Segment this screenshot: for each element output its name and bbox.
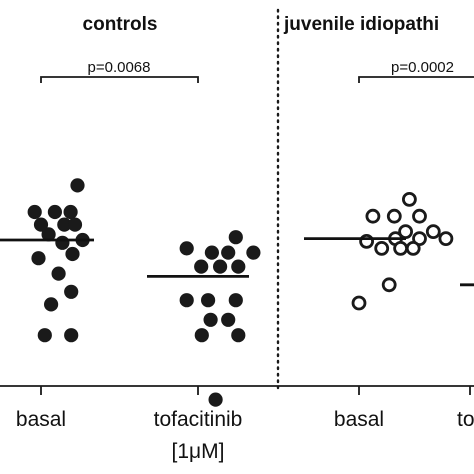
data-point-open [386, 208, 402, 224]
data-point-filled [33, 217, 49, 232]
data-point-filled [47, 204, 63, 220]
data-point-filled [63, 204, 78, 220]
group-title-controls: controls [83, 14, 158, 35]
data-point-filled [44, 297, 59, 312]
data-point-open [374, 240, 390, 256]
group-title-text: juvenile idiopathi [283, 14, 439, 35]
data-point-filled [27, 204, 42, 220]
x-tick-basal-controls: basal [16, 386, 66, 431]
series-4 [460, 283, 474, 287]
data-point-open [351, 295, 367, 311]
group-title-text: controls [83, 14, 158, 35]
x-tick-tofacitinib-controls: tofacitinib [1μM] [154, 386, 243, 463]
data-point-filled [246, 245, 261, 260]
data-point-filled [194, 328, 209, 343]
data-point-filled [221, 312, 236, 327]
x-tick-label: to [457, 408, 474, 431]
data-point-filled [231, 259, 246, 274]
data-point-open [381, 277, 397, 293]
series-2 [147, 230, 261, 407]
data-point-filled [64, 328, 79, 343]
data-marks [0, 178, 474, 407]
data-point-open [405, 240, 421, 256]
data-point-open [438, 231, 454, 247]
data-point-open [393, 240, 409, 256]
data-point-filled [221, 245, 236, 260]
series-1 [0, 178, 94, 343]
x-tick-sublabel: [1μM] [172, 440, 225, 463]
data-point-open [412, 208, 427, 224]
x-tick-tofacitinib-jia: to [457, 386, 474, 431]
data-point-filled [213, 259, 228, 274]
data-point-filled [55, 235, 70, 250]
x-tick-basal-jia: basal [334, 386, 384, 431]
p-value-label: p=0.0068 [88, 59, 151, 76]
data-point-filled [67, 217, 83, 232]
significance-bracket-jia: p=0.0002 [358, 59, 474, 83]
data-point-filled [31, 251, 46, 266]
data-point-filled [179, 293, 194, 308]
data-point-filled [37, 328, 52, 343]
data-point-filled [201, 293, 216, 308]
data-point-filled [204, 245, 219, 260]
data-point-filled [70, 178, 85, 193]
data-point-open [425, 224, 441, 240]
data-point-filled [179, 241, 194, 256]
data-point-filled [194, 259, 209, 274]
series-3 [304, 191, 454, 311]
x-tick-label: basal [334, 408, 384, 431]
data-point-filled [208, 392, 223, 407]
data-point-filled [231, 328, 246, 343]
data-point-open [359, 233, 375, 249]
data-point-filled [64, 284, 79, 299]
x-tick-label: tofacitinib [154, 408, 243, 431]
significance-bracket-controls: p=0.0068 [40, 59, 199, 83]
data-point-filled [203, 312, 218, 327]
data-point-filled [228, 230, 243, 245]
data-point-filled [65, 246, 80, 262]
data-point-open [365, 208, 381, 224]
data-point-filled [51, 266, 66, 281]
group-title-jia: juvenile idiopathi [283, 14, 439, 35]
bracket-line [40, 76, 199, 83]
data-point-open [401, 191, 417, 207]
p-value-label: p=0.0002 [391, 59, 454, 76]
x-tick-label: basal [16, 408, 66, 431]
data-point-filled [228, 293, 243, 308]
bracket-line [358, 76, 474, 83]
